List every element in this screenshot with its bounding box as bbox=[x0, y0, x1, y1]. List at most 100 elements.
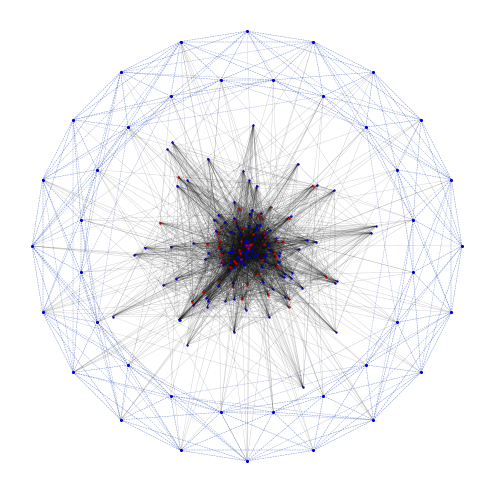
Point bbox=[393, 318, 401, 326]
Point bbox=[285, 214, 293, 222]
Point bbox=[273, 262, 281, 270]
Point bbox=[269, 76, 277, 84]
Point bbox=[276, 249, 284, 257]
Point bbox=[330, 186, 338, 194]
Point bbox=[266, 226, 274, 234]
Point bbox=[417, 369, 425, 376]
Point bbox=[247, 241, 254, 249]
Point bbox=[201, 255, 209, 263]
Point bbox=[212, 227, 220, 235]
Point bbox=[69, 116, 77, 123]
Point bbox=[243, 457, 251, 465]
Point bbox=[252, 231, 260, 239]
Point bbox=[314, 181, 322, 189]
Point bbox=[203, 294, 210, 302]
Point bbox=[243, 281, 251, 289]
Point bbox=[214, 282, 222, 290]
Point bbox=[458, 242, 466, 250]
Point bbox=[166, 243, 174, 250]
Point bbox=[243, 241, 250, 248]
Point bbox=[262, 251, 270, 259]
Point bbox=[370, 68, 377, 76]
Point bbox=[77, 216, 85, 224]
Point bbox=[260, 229, 268, 237]
Point bbox=[267, 203, 275, 211]
Point bbox=[270, 249, 278, 257]
Point bbox=[417, 116, 425, 123]
Point bbox=[409, 268, 417, 276]
Point bbox=[230, 257, 238, 265]
Point bbox=[247, 240, 255, 248]
Point bbox=[249, 230, 257, 238]
Point bbox=[234, 253, 242, 261]
Point bbox=[275, 258, 283, 266]
Point bbox=[261, 257, 269, 265]
Point bbox=[253, 270, 261, 278]
Point bbox=[242, 241, 249, 248]
Point bbox=[109, 312, 117, 320]
Point bbox=[236, 248, 244, 256]
Point bbox=[230, 263, 238, 271]
Point bbox=[288, 269, 296, 277]
Point bbox=[241, 238, 248, 246]
Point bbox=[199, 288, 207, 296]
Point bbox=[258, 256, 266, 264]
Point bbox=[248, 206, 256, 214]
Point bbox=[221, 298, 229, 306]
Point bbox=[279, 238, 287, 246]
Point bbox=[177, 446, 185, 454]
Point bbox=[285, 295, 293, 303]
Point bbox=[242, 236, 250, 244]
Point bbox=[39, 308, 46, 316]
Point bbox=[226, 257, 234, 265]
Point bbox=[236, 230, 244, 238]
Point bbox=[227, 228, 235, 236]
Point bbox=[172, 275, 180, 282]
Point bbox=[276, 252, 284, 260]
Point bbox=[203, 240, 211, 248]
Point bbox=[252, 225, 260, 233]
Point bbox=[177, 38, 185, 46]
Point bbox=[331, 279, 339, 287]
Point bbox=[448, 176, 455, 184]
Point bbox=[249, 244, 257, 251]
Point bbox=[205, 249, 212, 257]
Point bbox=[362, 361, 370, 369]
Point bbox=[280, 274, 288, 281]
Point bbox=[409, 216, 417, 224]
Point bbox=[246, 241, 253, 249]
Point bbox=[214, 211, 222, 218]
Point bbox=[117, 416, 124, 424]
Point bbox=[244, 242, 251, 249]
Point bbox=[214, 243, 222, 250]
Point bbox=[269, 408, 277, 416]
Point bbox=[257, 213, 265, 221]
Point bbox=[232, 217, 240, 225]
Point bbox=[249, 121, 257, 129]
Point bbox=[272, 253, 280, 261]
Point bbox=[225, 248, 233, 256]
Point bbox=[233, 223, 241, 231]
Point bbox=[448, 308, 455, 316]
Point bbox=[156, 218, 164, 226]
Point bbox=[253, 221, 261, 229]
Point bbox=[241, 242, 248, 250]
Point bbox=[248, 247, 256, 255]
Point bbox=[235, 246, 243, 254]
Point bbox=[173, 182, 181, 189]
Point bbox=[309, 38, 317, 46]
Point bbox=[229, 283, 237, 291]
Point bbox=[260, 240, 268, 247]
Point bbox=[189, 240, 197, 247]
Point bbox=[252, 224, 260, 232]
Point bbox=[250, 252, 258, 260]
Point bbox=[245, 237, 253, 245]
Point bbox=[233, 253, 241, 261]
Point bbox=[230, 198, 238, 206]
Point bbox=[393, 166, 401, 174]
Point bbox=[242, 306, 249, 314]
Point bbox=[176, 316, 184, 324]
Point bbox=[237, 255, 245, 263]
Point bbox=[230, 215, 238, 222]
Point bbox=[204, 154, 212, 162]
